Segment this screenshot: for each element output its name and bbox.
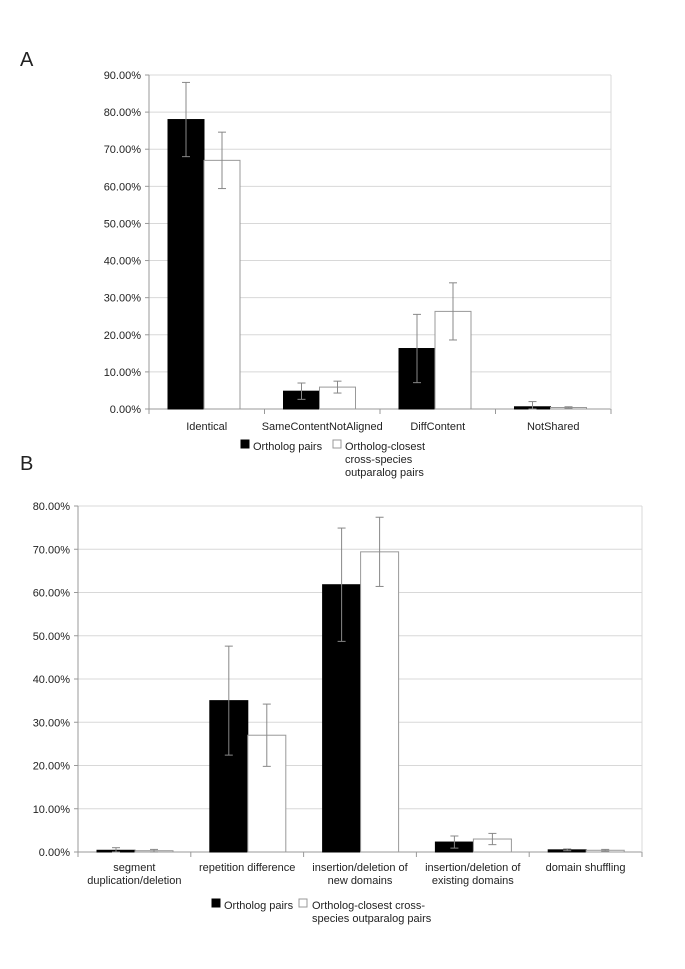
legend-label: species outparalog pairs — [312, 913, 432, 925]
chart-panel-a: A 90.00% 80.00% 70.00% 60.00% 50.00% 40.00% 30.… — [20, 49, 612, 479]
y-tick-label: 80.00% — [33, 501, 71, 513]
x-tick-label: duplication/deletion — [87, 875, 181, 887]
y-tick-label: 50.00% — [104, 218, 142, 230]
y-tick-label: 20.00% — [33, 761, 71, 773]
y-tick-label: 20.00% — [104, 330, 142, 342]
legend-swatch — [211, 898, 221, 908]
legend-label: cross-species — [345, 454, 413, 466]
legend-label: Ortholog-closest cross- — [312, 900, 425, 912]
y-tick-label: 0.00% — [39, 847, 70, 859]
x-tick-label: new domains — [328, 875, 393, 887]
y-tick-label: 0.00% — [110, 404, 141, 416]
bar — [360, 551, 400, 853]
legend-label: Ortholog-closest — [345, 441, 425, 453]
x-tick-label: existing domains — [432, 875, 514, 887]
chart-panel-b: B 80.00% 70.00% 60.00% 50.00% 40.00% 30.00% 20.… — [20, 453, 643, 925]
x-tick-label: DiffContent — [410, 421, 465, 433]
x-tick-label: repetition difference — [199, 862, 295, 874]
y-tick-label: 30.00% — [104, 293, 142, 305]
y-tick-label: 50.00% — [33, 631, 71, 643]
x-tick-label: segment — [113, 862, 155, 874]
y-tick-label: 90.00% — [104, 70, 142, 82]
legend-label: Ortholog pairs — [224, 900, 294, 912]
legend-swatch — [298, 898, 308, 908]
panel-label: A — [20, 49, 34, 71]
y-tick-label: 70.00% — [104, 144, 142, 156]
x-tick-label: insertion/deletion of — [312, 862, 408, 874]
y-tick-label: 40.00% — [104, 256, 142, 268]
x-tick-label: Identical — [186, 421, 227, 433]
y-tick-label: 60.00% — [104, 181, 142, 193]
x-tick-label: SameContentNotAligned — [262, 421, 383, 433]
legend-label: Ortholog pairs — [253, 441, 323, 453]
y-tick-label: 60.00% — [33, 588, 71, 600]
legend-label: outparalog pairs — [345, 467, 424, 479]
y-tick-label: 10.00% — [33, 804, 71, 816]
x-tick-label: NotShared — [527, 421, 580, 433]
y-tick-label: 80.00% — [104, 107, 142, 119]
legend-swatch — [332, 439, 342, 449]
bar — [167, 119, 205, 410]
x-tick-label: domain shuffling — [546, 862, 626, 874]
bar — [203, 159, 241, 410]
y-tick-label: 70.00% — [33, 544, 71, 556]
x-tick-label: insertion/deletion of — [425, 862, 521, 874]
y-tick-label: 30.00% — [33, 717, 71, 729]
legend-swatch — [240, 439, 250, 449]
y-tick-label: 40.00% — [33, 674, 71, 686]
panel-label: B — [20, 453, 33, 475]
y-tick-label: 10.00% — [104, 367, 142, 379]
